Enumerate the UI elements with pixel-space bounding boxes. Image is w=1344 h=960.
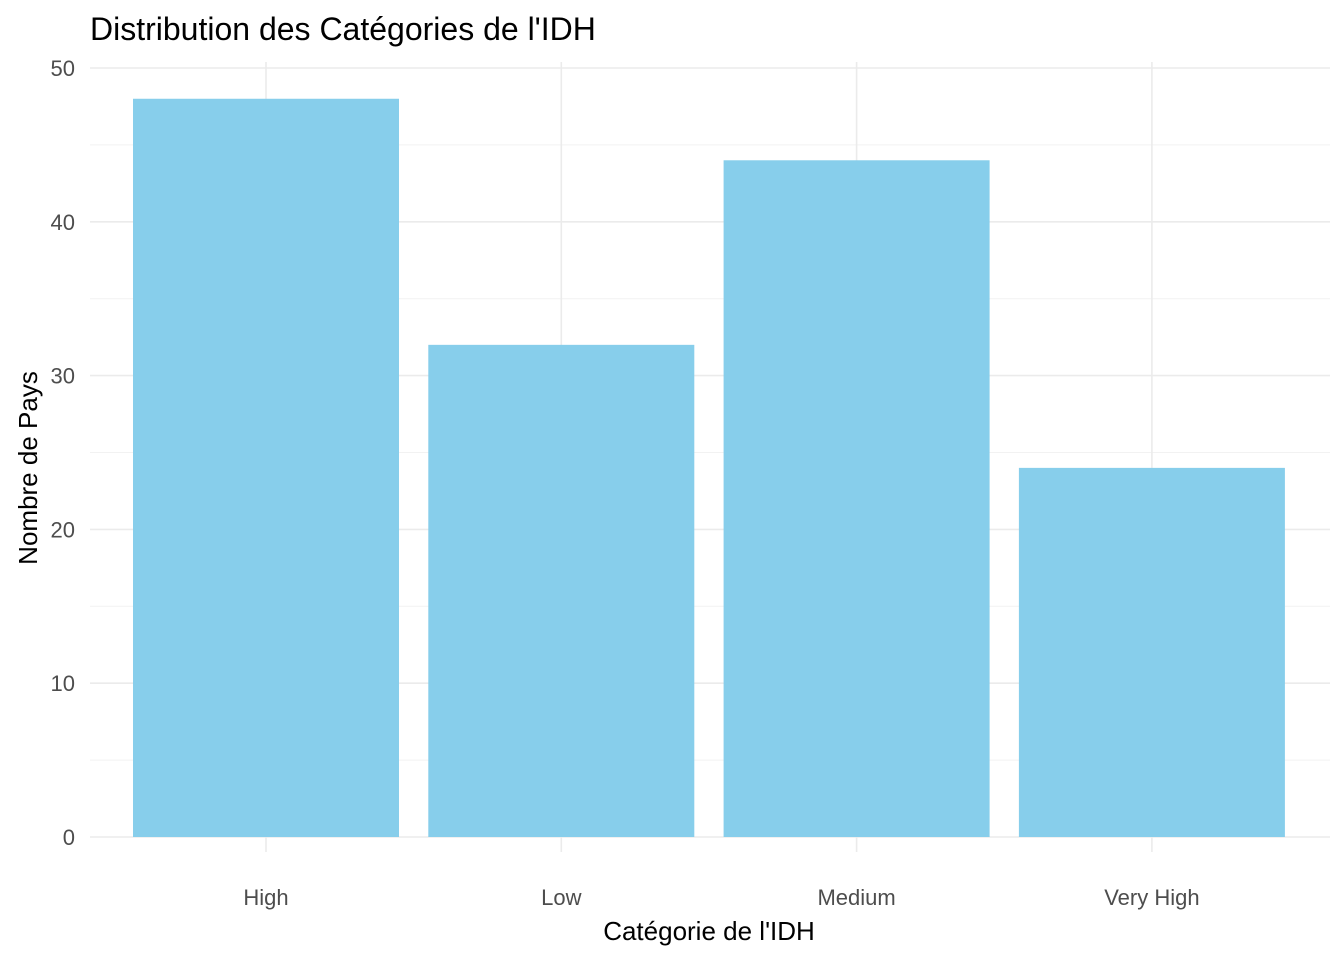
y-tick-label: 0 — [63, 825, 75, 850]
y-tick-label: 50 — [51, 56, 75, 81]
bar-medium — [723, 160, 990, 837]
y-tick-label: 30 — [51, 364, 75, 389]
y-tick-label: 10 — [51, 671, 75, 696]
bars — [133, 98, 1285, 837]
bar-very-high — [1018, 467, 1285, 837]
x-axis-ticks: High Low Medium Very High — [243, 885, 1199, 910]
chart-title: Distribution des Catégories de l'IDH — [90, 11, 596, 47]
x-tick-label: Low — [541, 885, 581, 910]
y-axis-ticks: 0 10 20 30 40 50 — [51, 56, 75, 850]
x-tick-label: High — [243, 885, 288, 910]
bar-high — [133, 98, 399, 837]
x-tick-label: Medium — [817, 885, 895, 910]
y-axis-title: Nombre de Pays — [13, 371, 43, 565]
bar-low — [428, 344, 695, 837]
y-tick-label: 20 — [51, 517, 75, 542]
x-axis-title: Catégorie de l'IDH — [603, 916, 815, 946]
y-tick-label: 40 — [51, 210, 75, 235]
x-tick-label: Very High — [1104, 885, 1199, 910]
